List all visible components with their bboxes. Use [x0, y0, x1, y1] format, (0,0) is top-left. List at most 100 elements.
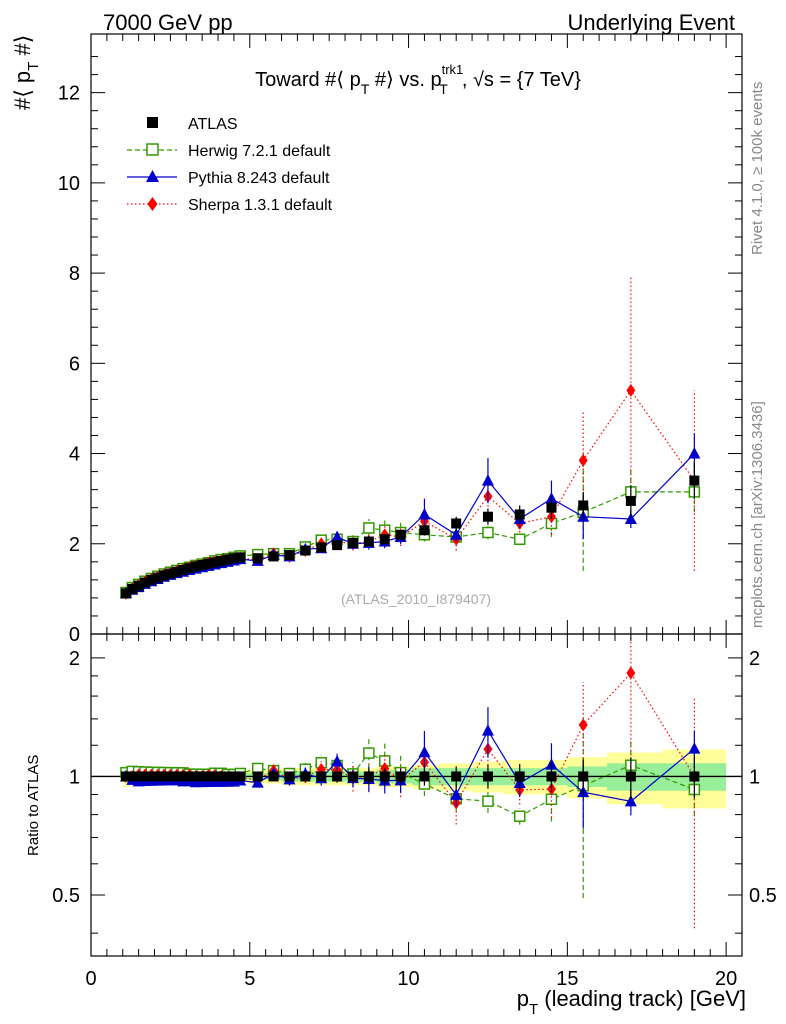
- ratio-atlas-point: [451, 771, 462, 782]
- ratio-atlas-point: [419, 771, 430, 782]
- ratio-atlas-point: [190, 771, 201, 782]
- ratio-atlas-point: [165, 771, 176, 782]
- herwig-line: [125, 491, 695, 593]
- x-tick-label: 0: [85, 968, 96, 990]
- legend-marker-sherpa: [147, 197, 158, 211]
- x-axis-label: pT (leading track) [GeV]: [517, 986, 746, 1018]
- ratio-tick-label-right: 2: [749, 648, 760, 670]
- atlas-point: [197, 559, 208, 570]
- atlas-point: [159, 570, 170, 581]
- main-data-layer: [119, 277, 701, 600]
- title-sub-b: T: [439, 81, 448, 97]
- ratio-herwig-point: [545, 793, 558, 806]
- sherpa-point: [578, 453, 588, 467]
- ratio-tick-label: 2: [69, 648, 80, 670]
- atlas-point: [316, 542, 327, 553]
- ratio-atlas-point: [689, 771, 700, 782]
- analysis-watermark: (ATLAS_2010_I879407): [341, 591, 491, 607]
- atlas-point: [252, 553, 263, 564]
- title-part-a: Toward #⟨ p: [255, 69, 361, 91]
- ratio-atlas-point: [514, 771, 525, 782]
- atlas-point: [395, 529, 406, 540]
- atlas-point: [379, 534, 390, 545]
- ratio-atlas-point: [178, 771, 189, 782]
- atlas-point: [216, 555, 227, 566]
- ylabel-sub: T: [25, 62, 42, 71]
- legend-marker-herwig: [146, 143, 159, 156]
- y-axis-label: #⟨ pT #⟩: [10, 35, 42, 110]
- atlas-point: [451, 518, 462, 529]
- plot-title: Toward #⟨ pT #⟩ vs. ptrk1 T, √s = {7 TeV}: [255, 62, 581, 97]
- atlas-point: [184, 563, 195, 574]
- legend-label-pythia: Pythia 8.243 default: [188, 170, 330, 187]
- rivet-label: Rivet 4.1.0, ≥ 100k events: [749, 82, 766, 255]
- atlas-point: [482, 511, 493, 522]
- ratio-atlas-point: [363, 771, 374, 782]
- ratio-atlas-point: [228, 771, 239, 782]
- ratio-atlas-point: [235, 771, 246, 782]
- ratio-herwig-series: [120, 718, 701, 899]
- atlas-point: [284, 550, 295, 561]
- sherpa-point: [626, 383, 636, 397]
- pythia-point: [331, 530, 344, 543]
- pythia-point: [624, 512, 637, 524]
- atlas-point: [190, 561, 201, 572]
- ratio-sherpa-point: [578, 718, 588, 732]
- herwig-point: [363, 522, 375, 534]
- atlas-point: [152, 572, 163, 583]
- ratio-atlas-point: [347, 771, 358, 782]
- legend-entry-pythia: Pythia 8.243 default: [127, 170, 330, 187]
- pythia-point: [688, 447, 701, 459]
- ratio-pythia-point: [688, 742, 701, 754]
- ratio-pythia-point: [251, 776, 264, 788]
- x-tick-label: 5: [244, 968, 255, 990]
- pythia-series: [119, 433, 701, 599]
- ratio-atlas-point: [120, 771, 131, 782]
- header-left: 7000 GeV pp: [103, 10, 233, 35]
- ratio-tick-label: 1: [69, 766, 80, 788]
- ratio-atlas-point: [133, 771, 144, 782]
- legend-entry-herwig: Herwig 7.2.1 default: [127, 143, 331, 160]
- ratio-atlas-point: [139, 771, 150, 782]
- y-tick-label: 8: [69, 263, 80, 285]
- atlas-point: [203, 558, 214, 569]
- herwig-series: [120, 453, 701, 599]
- atlas-point: [222, 554, 233, 565]
- x-tick-label: 20: [715, 968, 737, 990]
- atlas-series: [120, 462, 700, 599]
- legend-label-herwig: Herwig 7.2.1 default: [188, 143, 331, 160]
- main-axis-ticks: 0 2 4 6 8 10 12: [58, 34, 742, 646]
- title-sub-a: T: [361, 81, 370, 97]
- ylabel-part-b: #⟩: [10, 35, 35, 62]
- ratio-pythia-point: [624, 794, 637, 807]
- ratio-tick-label-right: 0.5: [749, 885, 777, 907]
- xlabel-part-b: (leading track) [GeV]: [538, 986, 746, 1011]
- atlas-point: [546, 502, 557, 513]
- atlas-point: [332, 540, 343, 551]
- y-tick-label: 4: [69, 444, 80, 466]
- ratio-atlas-point: [197, 771, 208, 782]
- ratio-tick-label: 0.5: [52, 885, 80, 907]
- atlas-point: [235, 552, 246, 563]
- ratio-herwig-point: [513, 810, 526, 822]
- ratio-atlas-point: [284, 771, 295, 782]
- ratio-pythia-point: [331, 754, 344, 767]
- ratio-atlas-point: [316, 771, 327, 782]
- ratio-tick-label-right: 1: [749, 766, 760, 788]
- ylabel-part-a: #⟨ p: [10, 71, 35, 110]
- legend-marker-atlas: [147, 117, 158, 128]
- atlas-point: [625, 495, 636, 506]
- ratio-atlas-point: [300, 771, 311, 782]
- ratio-atlas-point: [146, 771, 157, 782]
- ratio-pythia-point: [481, 724, 494, 736]
- ratio-atlas-point: [395, 771, 406, 782]
- atlas-point: [178, 564, 189, 575]
- pythia-point: [418, 507, 431, 520]
- x-tick-label: 10: [397, 968, 419, 990]
- ratio-atlas-point: [546, 771, 557, 782]
- atlas-point: [171, 566, 182, 577]
- y-tick-label: 2: [69, 534, 80, 556]
- pythia-point: [450, 528, 463, 540]
- ratio-atlas-point: [379, 771, 390, 782]
